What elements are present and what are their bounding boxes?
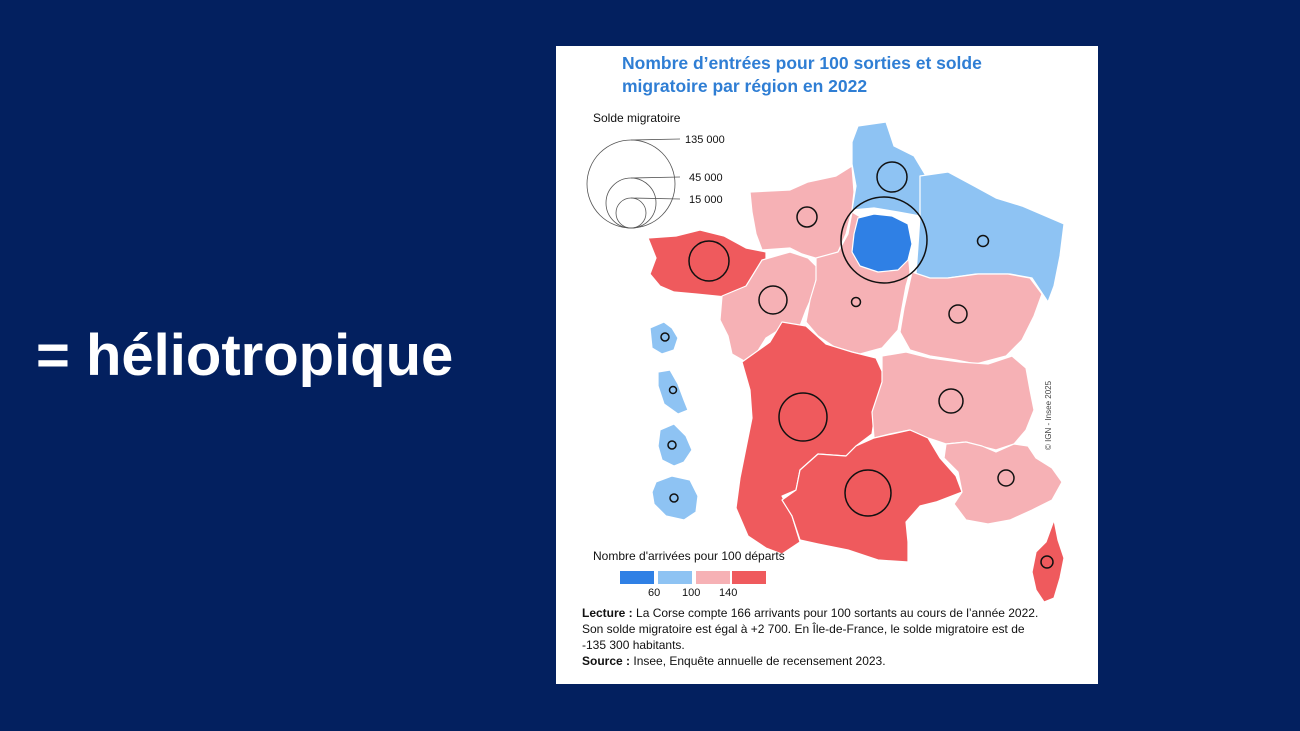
lecture-line: Son solde migratoire est égal à +2 700. …: [582, 622, 1025, 636]
solde-circle-centre-val-de-loire: [850, 296, 862, 308]
solde-circle-auvergne-rhone-alpes: [938, 388, 964, 414]
region-occitanie: [781, 429, 963, 563]
solde-circle-provence-alpes-cote-dazur: [997, 469, 1015, 487]
solde-circle-pays-de-la-loire: [758, 285, 788, 315]
solde-circle-bourgogne-franche-comte: [948, 304, 968, 324]
legend-swatch: [620, 571, 654, 584]
legend-swatch: [696, 571, 730, 584]
circle-legend-value: 15 000: [689, 194, 723, 206]
solde-circle-guyane: [667, 440, 677, 450]
solde-circle-occitanie: [844, 469, 892, 517]
solde-circle-corse: [1040, 555, 1054, 569]
source-line: Source : Insee, Enquête annuelle de rece…: [582, 653, 1072, 669]
solde-circle-ile-de-france: [840, 196, 928, 284]
circle-legend-value: 45 000: [689, 172, 723, 184]
region-guyane: [657, 423, 693, 467]
solde-circle-grand-est: [976, 234, 990, 248]
legend-swatch: [732, 571, 766, 584]
legend-threshold: 60: [648, 587, 660, 599]
source-text: Insee, Enquête annuelle de recensement 2…: [633, 654, 886, 668]
solde-circle-nouvelle-aquitaine: [778, 392, 828, 442]
solde-circle-normandie: [796, 206, 818, 228]
circle-legend-symbols: [586, 138, 681, 229]
source-label: Source :: [582, 654, 631, 668]
legend-threshold: 100: [682, 587, 700, 599]
solde-circle-hauts-de-france: [876, 161, 908, 193]
solde-circle-la-reunion: [669, 493, 679, 503]
lecture-label: Lecture :: [582, 606, 633, 620]
slide-heading: = héliotropique: [36, 323, 454, 388]
map-figure: Nombre d’entrées pour 100 sorties et sol…: [556, 46, 1098, 684]
region-provence-alpes-cote-dazur: [943, 441, 1063, 525]
region-martinique: [657, 369, 689, 415]
caption: Lecture : La Corse compte 166 arrivants …: [582, 605, 1072, 669]
region-la-reunion: [651, 475, 699, 521]
region-ile-de-france: [851, 213, 913, 273]
solde-circle-bretagne: [688, 240, 730, 282]
lecture-line: Lecture : La Corse compte 166 arrivants …: [582, 605, 1072, 621]
map-title: Nombre d’entrées pour 100 sorties et sol…: [622, 53, 982, 96]
circle-legend-title: Solde migratoire: [593, 111, 681, 125]
solde-circle-martinique: [668, 385, 678, 395]
copyright-note: © IGN - Insee 2025: [1044, 380, 1053, 450]
circle-legend-value: 135 000: [685, 134, 725, 146]
solde-circle-guadeloupe: [660, 332, 670, 342]
region-guadeloupe: [649, 321, 679, 355]
color-legend-title: Nombre d'arrivées pour 100 départs: [593, 549, 785, 563]
region-bourgogne-franche-comte: [899, 271, 1043, 365]
legend-threshold: 140: [719, 587, 737, 599]
region-corse: [1031, 519, 1065, 603]
region-normandie: [749, 165, 855, 261]
lecture-line: -135 300 habitants.: [582, 638, 685, 652]
france-map: Solde migratoire 135 000 45 000 15 000: [586, 111, 1065, 603]
legend-swatch: [658, 571, 692, 584]
lecture-text: La Corse compte 166 arrivants pour 100 s…: [636, 606, 1039, 620]
